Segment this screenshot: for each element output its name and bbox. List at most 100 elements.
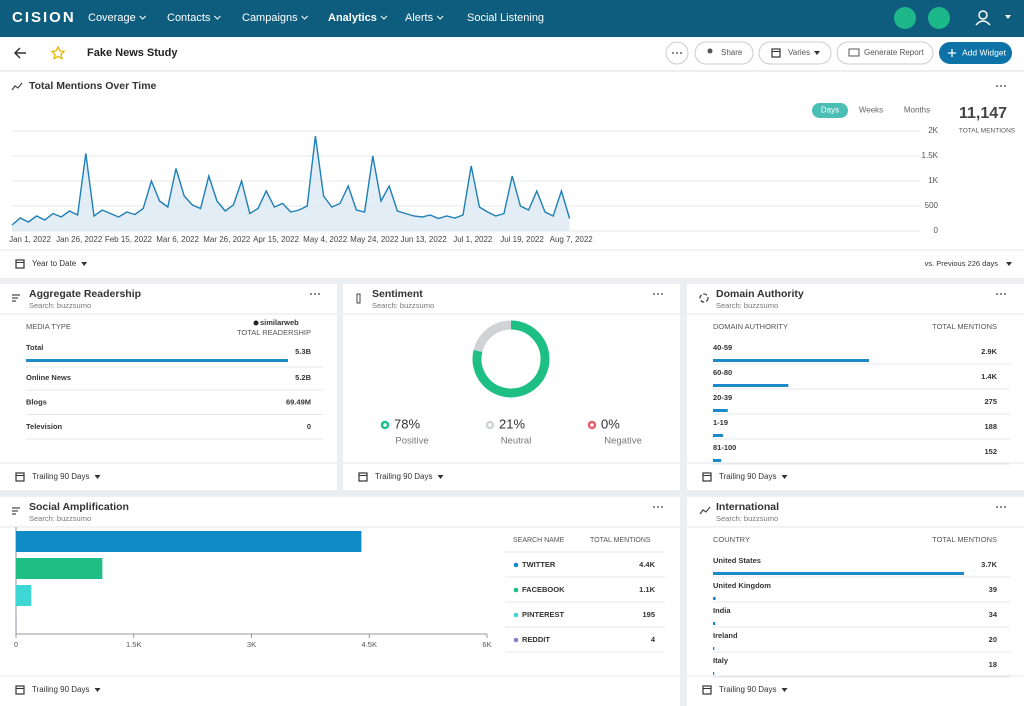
more-icon[interactable] [314, 293, 316, 295]
bar [713, 572, 964, 575]
row-label: 81-100 [713, 443, 736, 452]
sentiment-label: Positive [395, 436, 428, 447]
comparison-label[interactable]: vs. Previous 226 days [925, 259, 999, 268]
row-label: Italy [713, 656, 729, 665]
more-icon[interactable] [680, 52, 682, 54]
more-icon[interactable] [653, 293, 655, 295]
nav-item[interactable]: Social Listening [467, 12, 544, 24]
column-header: MEDIA TYPE [26, 322, 71, 331]
more-icon[interactable] [996, 85, 998, 87]
row-value: 0 [307, 422, 311, 431]
date-range-label[interactable]: Trailing 90 Days [719, 472, 777, 481]
legend-dot [589, 422, 595, 428]
interval-option[interactable]: Months [904, 106, 930, 115]
more-icon[interactable] [676, 52, 678, 54]
row-value: 69.49M [286, 397, 311, 406]
nav-item[interactable]: Campaigns [242, 12, 298, 24]
row-value: 18 [989, 660, 997, 669]
button-label: Generate Report [864, 48, 924, 57]
more-icon[interactable] [653, 506, 655, 508]
bar [16, 531, 361, 552]
x-tick-label: Jul 1, 2022 [453, 235, 493, 244]
bar [16, 585, 31, 606]
interval-option[interactable]: Days [821, 106, 839, 115]
legend-label: TWITTER [522, 560, 556, 569]
nav-item[interactable]: Coverage [88, 12, 136, 24]
date-range-label[interactable]: Trailing 90 Days [32, 685, 90, 694]
more-icon[interactable] [1004, 85, 1006, 87]
source-label: similarweb [260, 318, 299, 327]
share-icon [708, 49, 713, 54]
chat-button[interactable] [894, 7, 916, 29]
date-range-label[interactable]: Year to Date [32, 259, 77, 268]
nav-item[interactable]: Analytics [328, 12, 377, 24]
x-tick-label: Mar 6, 2022 [156, 235, 199, 244]
more-icon[interactable] [661, 293, 663, 295]
sentiment-label: Negative [604, 436, 642, 447]
widget-subtitle: Search: buzzsumo [716, 301, 778, 310]
widget-title: Sentiment [372, 288, 423, 300]
x-tick-label: May 4, 2022 [303, 235, 348, 244]
bar [26, 359, 288, 362]
x-tick-label: 1.5K [126, 640, 141, 649]
x-tick-label: Feb 15, 2022 [105, 235, 153, 244]
bar [713, 434, 723, 437]
bar [713, 597, 716, 600]
legend-dot [514, 613, 519, 618]
legend-dot [487, 422, 493, 428]
messages-button[interactable] [928, 7, 950, 29]
more-icon[interactable] [996, 506, 998, 508]
legend-dot [514, 638, 519, 643]
legend-value: 4.4K [639, 560, 655, 569]
y-tick-label: 1K [928, 176, 938, 185]
column-header: SEARCH NAME [513, 537, 565, 544]
column-header: TOTAL READERSHIP [237, 328, 311, 337]
nav-item[interactable]: Contacts [167, 12, 211, 24]
row-label: Online News [26, 373, 71, 382]
more-icon[interactable] [1000, 506, 1002, 508]
more-icon[interactable] [1004, 506, 1006, 508]
row-label: United Kingdom [713, 581, 771, 590]
column-header: DOMAIN AUTHORITY [713, 322, 788, 331]
legend-label: PINTEREST [522, 610, 565, 619]
date-range-label[interactable]: Trailing 90 Days [719, 685, 777, 694]
more-icon[interactable] [1000, 293, 1002, 295]
more-icon[interactable] [672, 52, 674, 54]
sentiment-label: Neutral [501, 436, 532, 447]
nav-item[interactable]: Alerts [405, 12, 434, 24]
row-label: Blogs [26, 397, 47, 406]
more-icon[interactable] [310, 293, 312, 295]
more-icon[interactable] [996, 293, 998, 295]
legend-value: 195 [642, 610, 655, 619]
legend-dot [382, 422, 388, 428]
y-tick-label: 2K [928, 126, 938, 135]
bar [713, 459, 721, 462]
row-value: 152 [984, 447, 997, 456]
date-range-label[interactable]: Trailing 90 Days [32, 472, 90, 481]
x-tick-label: 6K [482, 640, 491, 649]
date-range-label[interactable]: Trailing 90 Days [375, 472, 433, 481]
more-icon[interactable] [1000, 85, 1002, 87]
column-header: COUNTRY [713, 535, 750, 544]
widget-subtitle: Search: buzzsumo [29, 514, 91, 523]
more-icon[interactable] [661, 506, 663, 508]
row-label: United States [713, 556, 761, 565]
x-tick-label: May 24, 2022 [350, 235, 399, 244]
interval-option[interactable]: Weeks [859, 106, 883, 115]
row-value: 3.7K [981, 560, 997, 569]
row-label: Ireland [713, 631, 738, 640]
more-icon[interactable] [657, 506, 659, 508]
more-icon[interactable] [1004, 293, 1006, 295]
widget-card [0, 284, 337, 490]
bar [713, 384, 788, 387]
button-label: Share [721, 48, 743, 57]
y-tick-label: 500 [925, 201, 939, 210]
more-icon[interactable] [657, 293, 659, 295]
row-label: Television [26, 422, 63, 431]
x-tick-label: Jun 13, 2022 [400, 235, 447, 244]
page-title: Fake News Study [87, 47, 178, 59]
x-tick-label: 0 [14, 640, 18, 649]
bar [713, 409, 728, 412]
sentiment-value: 0% [601, 416, 620, 431]
more-icon[interactable] [318, 293, 320, 295]
